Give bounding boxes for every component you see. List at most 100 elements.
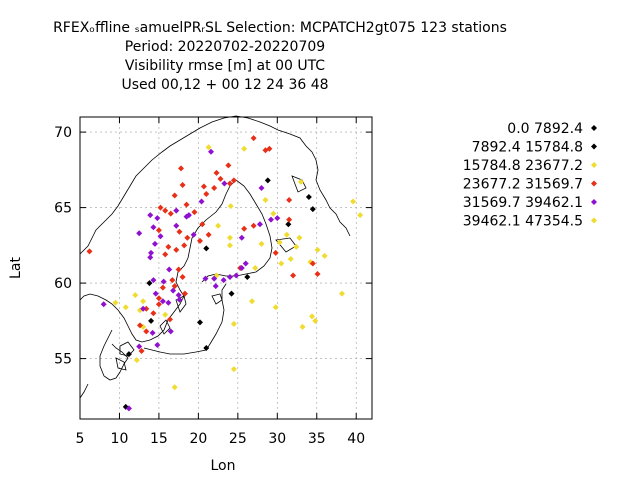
data-point-series-4 <box>159 284 166 291</box>
data-point-series-4 <box>262 147 269 154</box>
data-point-series-1 <box>264 177 271 184</box>
data-point-series-4 <box>226 180 233 187</box>
legend-marker <box>591 217 597 224</box>
data-point-series-4 <box>181 242 188 249</box>
data-point-series-4 <box>250 222 257 229</box>
coastline-scandinavia <box>79 115 351 255</box>
data-point-series-5 <box>149 329 156 336</box>
data-point-series-3 <box>133 357 140 364</box>
data-point-series-4 <box>191 209 198 216</box>
data-point-series-5 <box>154 342 161 349</box>
data-point-series-5 <box>175 292 182 299</box>
data-point-series-4 <box>162 251 169 258</box>
data-point-series-3 <box>230 366 237 373</box>
data-point-series-3 <box>249 298 256 305</box>
legend-label: 15784.8 23677.2 <box>463 158 583 174</box>
data-point-series-1 <box>203 245 210 252</box>
data-point-series-4 <box>171 192 178 199</box>
data-point-series-5 <box>198 198 205 205</box>
data-point-series-4 <box>162 207 169 214</box>
data-point-series-3 <box>226 234 233 241</box>
data-point-series-5 <box>190 231 197 238</box>
data-point-series-3 <box>132 292 139 299</box>
data-point-series-4 <box>143 328 150 335</box>
legend-label: 0.0 7892.4 <box>507 121 583 137</box>
data-point-series-3 <box>276 239 283 246</box>
data-point-series-5 <box>140 305 147 312</box>
data-point-series-3 <box>241 145 248 152</box>
y-axis-label: Lat <box>8 257 24 279</box>
grid <box>80 117 372 419</box>
data-point-series-2 <box>122 403 129 410</box>
data-point-series-3 <box>293 243 300 250</box>
data-point-series-3 <box>357 212 364 219</box>
data-point-series-3 <box>252 265 259 271</box>
data-point-series-5 <box>233 272 240 279</box>
data-point-series-5 <box>173 222 180 229</box>
data-point-series-1 <box>203 345 210 352</box>
data-point-series-3 <box>230 320 237 327</box>
x-tick-label: 25 <box>229 431 247 447</box>
data-point-series-5 <box>242 260 249 267</box>
x-tick-label: 35 <box>308 431 326 447</box>
data-point-series-5 <box>202 275 209 282</box>
data-point-series-4 <box>155 227 162 234</box>
data-point-series-3 <box>226 242 233 249</box>
data-point-series-1 <box>244 274 251 281</box>
data-point-series-3 <box>339 290 346 297</box>
data-points <box>86 135 364 412</box>
axes: 5 10 15 20 25 30 35 40 55 60 65 70 <box>54 117 372 447</box>
data-point-series-5 <box>136 230 143 237</box>
data-point-series-4 <box>181 290 188 297</box>
data-point-series-4 <box>205 231 212 238</box>
data-point-series-4 <box>272 249 279 256</box>
chart-title: RFEXₒffline ₛamuelPRᵣSL Selection: MCPAT… <box>53 20 507 93</box>
data-point-series-3 <box>258 240 265 247</box>
data-point-series-4 <box>173 246 180 253</box>
data-point-series-4 <box>176 228 183 235</box>
data-point-series-4 <box>155 295 162 302</box>
x-tick-label: 15 <box>150 431 168 447</box>
x-tick-label: 20 <box>189 431 207 447</box>
data-point-series-5 <box>136 343 143 350</box>
data-point-series-5 <box>238 265 245 271</box>
data-point-series-3 <box>278 260 285 267</box>
data-point-series-3 <box>171 384 178 391</box>
data-point-series-4 <box>211 184 218 191</box>
data-point-series-4 <box>169 277 176 284</box>
data-point-series-4 <box>314 271 321 278</box>
data-point-series-5 <box>208 148 215 155</box>
legend-label: 39462.1 47354.5 <box>463 214 583 230</box>
data-point-series-6 <box>112 299 119 306</box>
data-point-series-4 <box>290 272 297 279</box>
data-point-series-3 <box>309 313 316 320</box>
x-tick-label: 5 <box>76 431 85 447</box>
data-point-series-6 <box>122 304 129 311</box>
data-point-series-3 <box>314 246 321 253</box>
data-point-series-5 <box>258 184 265 191</box>
data-point-series-5 <box>221 180 228 187</box>
data-point-series-5 <box>100 301 107 308</box>
title-line-2: Period: 20220702-20220709 <box>125 39 325 55</box>
data-point-series-3 <box>287 255 294 262</box>
data-point-series-4 <box>165 243 172 250</box>
data-point-series-4 <box>309 260 316 267</box>
data-point-series-3 <box>205 144 212 151</box>
legend-label: 7892.4 15784.8 <box>472 140 583 156</box>
data-point-series-3 <box>283 231 290 238</box>
data-point-series-1 <box>285 221 292 228</box>
data-point-series-5 <box>148 249 155 256</box>
data-point-series-3 <box>140 298 147 305</box>
data-point-series-3 <box>299 323 306 330</box>
data-point-series-4 <box>286 216 293 223</box>
data-point-series-1 <box>305 194 312 201</box>
data-point-series-5 <box>256 221 263 228</box>
y-tick-label: 65 <box>54 201 72 217</box>
data-point-series-4 <box>196 237 203 244</box>
data-point-series-1 <box>146 280 153 287</box>
data-point-series-4 <box>200 183 207 190</box>
plot-frame <box>79 116 373 420</box>
data-point-series-4 <box>166 316 173 323</box>
data-point-series-5 <box>173 207 180 214</box>
x-tick-label: 40 <box>347 431 365 447</box>
